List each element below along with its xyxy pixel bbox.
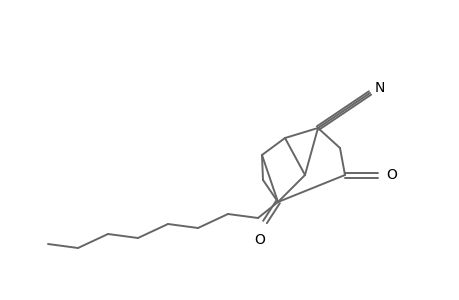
Text: O: O xyxy=(385,168,396,182)
Text: O: O xyxy=(254,233,265,247)
Text: N: N xyxy=(374,81,385,95)
